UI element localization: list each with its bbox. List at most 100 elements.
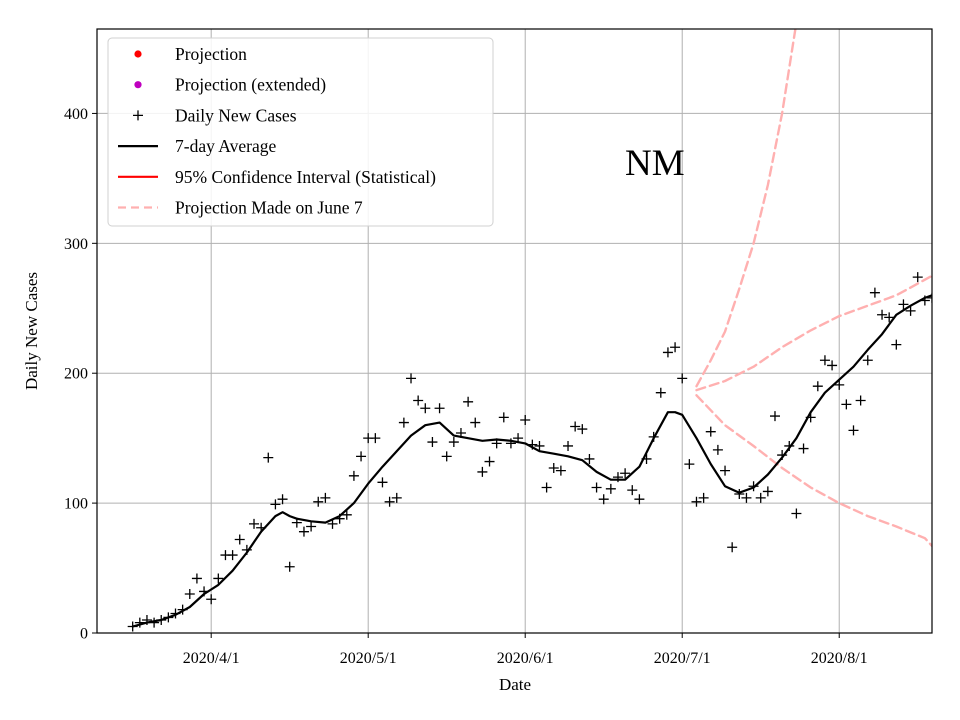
june7-projection-lower-line <box>695 394 932 548</box>
daily-cases-marker <box>320 492 331 503</box>
daily-cases-marker <box>884 312 895 323</box>
daily-cases-marker <box>769 411 780 422</box>
daily-cases-marker <box>498 412 509 423</box>
daily-cases-marker <box>277 494 288 505</box>
daily-cases-marker <box>627 485 638 496</box>
daily-cases-marker <box>705 426 716 437</box>
daily-cases-marker <box>213 573 224 584</box>
daily-cases-marker <box>234 534 245 545</box>
daily-cases-marker <box>520 414 531 425</box>
daily-cases-marker <box>684 459 695 470</box>
daily-cases-marker <box>819 355 830 366</box>
daily-cases-marker <box>634 494 645 505</box>
x-tick-label: 2020/8/1 <box>811 650 868 667</box>
annotation-label: NM <box>625 143 685 184</box>
daily-cases-marker <box>398 417 409 428</box>
june7-projection-upper-line <box>695 29 797 388</box>
legend-swatch-dot <box>134 81 142 89</box>
daily-cases-marker <box>898 299 909 310</box>
x-tick-label: 2020/6/1 <box>497 650 554 667</box>
daily-cases-marker <box>377 477 388 488</box>
daily-cases-marker <box>263 452 274 463</box>
daily-cases-marker <box>284 561 295 572</box>
daily-cases-marker <box>541 482 552 493</box>
daily-cases-marker <box>413 395 424 406</box>
legend-swatch-plus <box>133 110 143 121</box>
daily-cases-marker <box>341 509 352 520</box>
daily-cases-marker <box>270 499 281 510</box>
daily-cases-marker <box>448 437 459 448</box>
daily-cases-marker <box>427 437 438 448</box>
x-axis-title: Date <box>499 675 531 694</box>
daily-cases-marker <box>577 424 588 435</box>
seven-day-average-line <box>131 294 932 628</box>
daily-cases-marker <box>484 456 495 467</box>
y-tick-label: 100 <box>64 496 88 513</box>
daily-cases-marker <box>348 470 359 481</box>
daily-cases-marker <box>855 395 866 406</box>
plot-frame <box>96 28 933 634</box>
daily-cases-marker <box>570 421 581 432</box>
daily-cases-marker <box>477 466 488 477</box>
daily-cases-marker <box>249 518 260 529</box>
june7-projection-center-line <box>695 274 932 392</box>
daily-cases-marker <box>184 589 195 600</box>
daily-cases-marker <box>191 573 202 584</box>
daily-cases-marker <box>720 465 731 476</box>
daily-cases-marker <box>227 550 238 561</box>
legend-swatch-dot <box>134 50 142 58</box>
y-tick-label: 400 <box>64 106 88 123</box>
legend-label: Projection (extended) <box>175 75 326 95</box>
daily-cases-marker <box>591 482 602 493</box>
daily-cases-marker <box>712 444 723 455</box>
daily-cases-marker <box>406 373 417 384</box>
daily-cases-marker <box>691 496 702 507</box>
daily-cases-marker <box>370 433 381 444</box>
daily-cases-marker <box>420 403 431 414</box>
daily-cases-marker <box>206 594 217 605</box>
grid <box>97 29 932 633</box>
daily-cases-marker <box>862 355 873 366</box>
y-tick-label: 200 <box>64 366 88 383</box>
daily-cases-marker <box>848 425 859 436</box>
legend-box <box>107 37 494 227</box>
daily-cases-marker <box>384 496 395 507</box>
daily-cases-marker <box>798 443 809 454</box>
legend-label: Daily New Cases <box>175 105 297 125</box>
y-tick-label: 300 <box>64 236 88 253</box>
daily-cases-marker <box>812 381 823 392</box>
daily-cases-marker <box>662 347 673 358</box>
y-axis-title: Daily New Cases <box>22 272 41 390</box>
legend: Projection Projection (extended) Daily New… <box>107 37 494 227</box>
axes: 2020/4/1 2020/5/1 2020/6/1 2020/7/1 2020/8/1… <box>64 106 868 667</box>
daily-cases-marker <box>306 521 317 532</box>
daily-cases-marker <box>434 403 445 414</box>
daily-cases-marker <box>727 542 738 553</box>
daily-cases-marker <box>470 417 481 428</box>
legend-label: Projection <box>175 44 247 64</box>
daily-cases-marker <box>677 373 688 384</box>
daily-cases-marker <box>670 342 681 353</box>
daily-cases-marker <box>534 440 545 451</box>
daily-cases-marker <box>877 309 888 320</box>
legend-label: Projection Made on June 7 <box>175 198 363 218</box>
daily-cases-marker <box>548 463 559 474</box>
daily-cases-marker <box>891 339 902 350</box>
daily-cases-marker <box>791 508 802 519</box>
daily-cases-marker <box>827 360 838 371</box>
daily-cases-marker <box>391 492 402 503</box>
x-tick-label: 2020/7/1 <box>654 650 711 667</box>
daily-cases-marker <box>584 453 595 464</box>
daily-cases-marker <box>563 440 574 451</box>
daily-cases-marker <box>927 292 932 303</box>
daily-cases-marker <box>912 272 923 283</box>
daily-cases-marker <box>734 489 745 500</box>
daily-cases-marker <box>298 526 309 537</box>
daily-cases-marker <box>598 494 609 505</box>
legend-label: 95% Confidence Interval (Statistical) <box>175 167 436 187</box>
y-tick-label: 0 <box>80 626 88 643</box>
legend-label: 7-day Average <box>175 136 276 156</box>
daily-cases-marker <box>463 396 474 407</box>
series-layer <box>127 29 932 632</box>
